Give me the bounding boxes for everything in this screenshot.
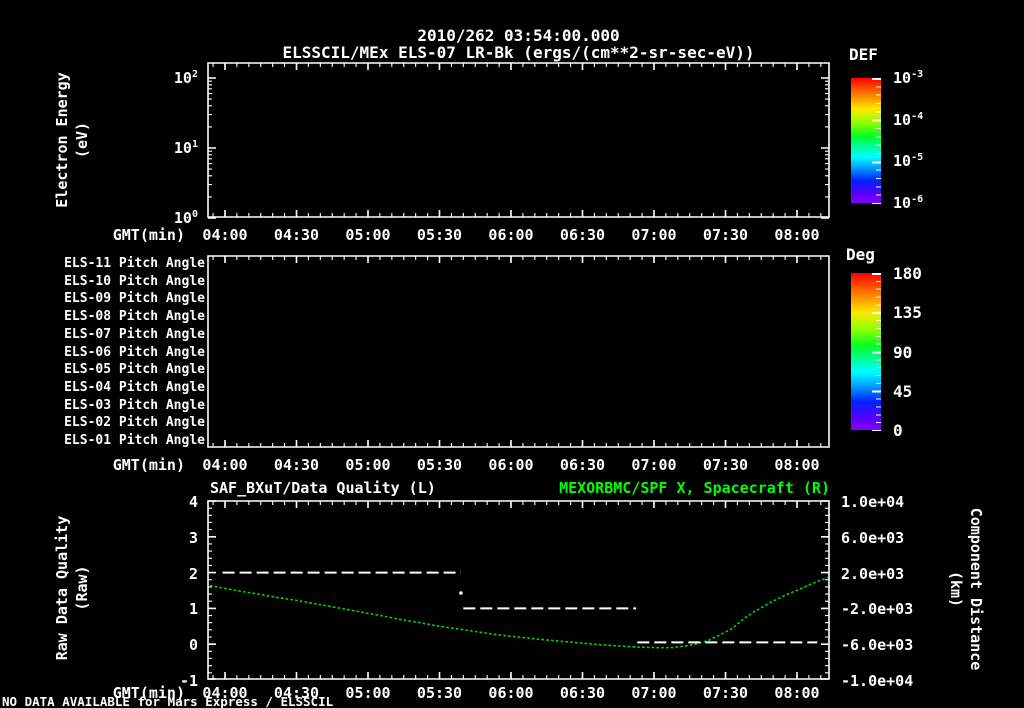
pitch-row-label: ELS-07 Pitch Angle — [64, 326, 205, 342]
deg-tick: 135 — [893, 303, 922, 322]
energy-spectrogram-plot — [207, 62, 830, 219]
def-colorbar-major-ticks — [872, 78, 881, 204]
xtick: 04:30 — [273, 226, 320, 244]
pitch-row-label: ELS-08 Pitch Angle — [64, 309, 205, 325]
gmt-axis-label-2: GMT(min) — [112, 456, 185, 474]
left-ytick: 1 — [188, 600, 198, 619]
xtick: 07:00 — [631, 456, 677, 474]
xtick: 05:30 — [416, 456, 463, 474]
xtick: 05:30 — [416, 226, 463, 244]
def-tick: 10-5 — [893, 152, 924, 170]
pitch-angle-plot — [207, 255, 830, 448]
no-data-message: NO DATA AVAILABLE for Mars Express / ELS… — [2, 694, 334, 708]
left-ytick: 3 — [188, 528, 198, 547]
xtick: 07:30 — [702, 226, 749, 244]
left-ytick: 2 — [188, 564, 198, 583]
energy-ytick-1: 100 — [173, 209, 198, 227]
deg-colorbar-major-ticks — [872, 273, 881, 431]
xtick: 06:00 — [488, 226, 534, 244]
xtick: 06:00 — [488, 456, 534, 474]
xtick: 05:00 — [345, 456, 391, 474]
pitch-row-label: ELS-09 Pitch Angle — [64, 291, 205, 307]
xtick: 07:30 — [702, 456, 749, 474]
xtick: 04:30 — [273, 456, 320, 474]
quality-title-left: SAF_BXuT/Data Quality (L) — [210, 479, 436, 497]
pitch-row-label: ELS-04 Pitch Angle — [64, 379, 205, 395]
xtick: 05:00 — [345, 226, 391, 244]
pitch-row-label: ELS-03 Pitch Angle — [64, 397, 205, 413]
energy-ytick-100: 102 — [173, 69, 198, 87]
deg-tick: 180 — [893, 264, 922, 283]
pitch-row-label: ELS-11 Pitch Angle — [64, 256, 205, 271]
xtick: 04:00 — [202, 226, 248, 244]
xtick: 06:30 — [559, 456, 606, 474]
quality-title-right: MEXORBMC/SPF X, Spacecraft (R) — [559, 479, 830, 497]
xtick: 06:30 — [559, 226, 606, 244]
right-ytick: -6.0e+03 — [841, 636, 914, 655]
quality-left-axis-label: Raw Data Quality (Raw) — [53, 515, 91, 661]
deg-tick: 90 — [893, 343, 913, 362]
left-ytick: 4 — [188, 493, 198, 511]
xtick: 07:00 — [631, 684, 677, 702]
left-ytick: -1 — [179, 672, 198, 690]
xtick: 04:00 — [202, 684, 248, 702]
pitch-row-label: ELS-05 Pitch Angle — [64, 362, 205, 378]
gmt-axis-label-3: GMT(min) — [112, 684, 185, 702]
xtick: 05:00 — [345, 684, 391, 702]
energy-y-axis-label: Electron Energy (eV) — [53, 72, 91, 208]
deg-tick: 45 — [893, 382, 913, 401]
right-ytick: 1.0e+04 — [841, 493, 905, 511]
gmt-axis-label-1: GMT(min) — [112, 226, 185, 244]
def-tick: 10-3 — [893, 69, 924, 87]
energy-ytick-10: 101 — [173, 139, 198, 157]
xtick: 08:00 — [774, 456, 820, 474]
pitch-row-label: ELS-06 Pitch Angle — [64, 344, 205, 360]
left-ytick: 0 — [188, 636, 198, 655]
xtick: 05:30 — [416, 684, 463, 702]
pitch-row-label: ELS-02 Pitch Angle — [64, 415, 205, 431]
right-ytick: 6.0e+03 — [841, 528, 905, 547]
quality-right-axis-label: Component Distance (km) — [947, 507, 985, 671]
pitch-row-label: ELS-01 Pitch Angle — [64, 433, 205, 448]
xtick: 04:30 — [273, 684, 320, 702]
xtick: 06:00 — [488, 684, 534, 702]
def-tick: 10-4 — [893, 111, 924, 129]
page-subtitle: ELSSCIL/MEx ELS-07 LR-Bk (ergs/(cm**2-sr… — [282, 43, 755, 62]
xtick: 06:30 — [559, 684, 606, 702]
right-ytick: -2.0e+03 — [841, 600, 914, 619]
xtick: 07:30 — [702, 684, 749, 702]
page-title: 2010/262 03:54:00.000 — [417, 26, 620, 45]
xtick: 08:00 — [774, 226, 820, 244]
xtick: 08:00 — [774, 684, 820, 702]
xtick: 07:00 — [631, 226, 677, 244]
right-ytick: 2.0e+03 — [841, 564, 905, 583]
xtick: 04:00 — [202, 456, 248, 474]
def-colorbar-title: DEF — [849, 45, 878, 64]
deg-tick: 0 — [893, 421, 903, 440]
quality-distance-plot — [207, 500, 830, 680]
right-ytick: -1.0e+04 — [841, 672, 914, 690]
deg-colorbar-title: Deg — [846, 245, 875, 264]
def-tick: 10-6 — [893, 194, 924, 212]
pitch-row-label: ELS-10 Pitch Angle — [64, 273, 205, 289]
